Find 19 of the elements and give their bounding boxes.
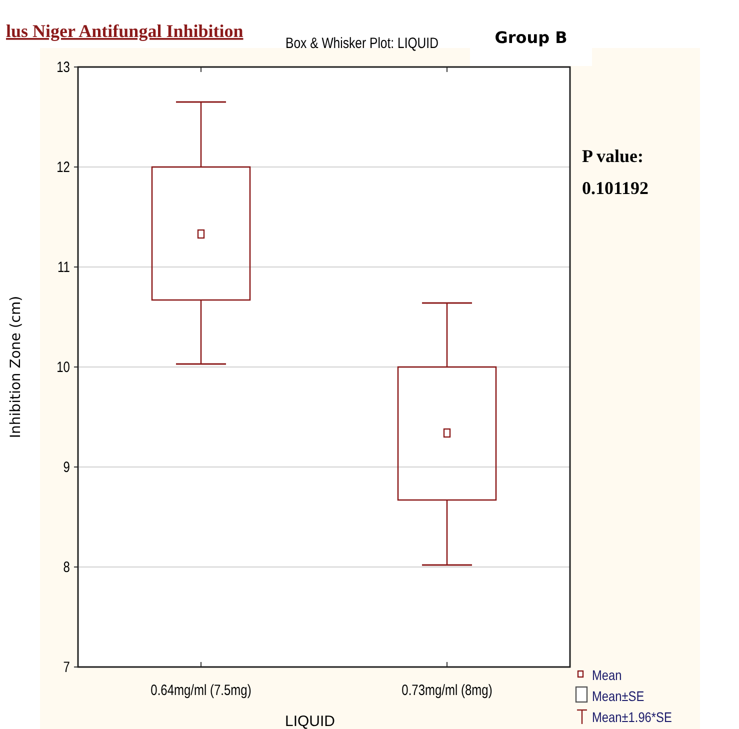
text: Mean±SE	[592, 688, 644, 704]
y-tick-label: 12	[56, 159, 70, 176]
y-tick-label: 7	[63, 659, 70, 676]
y-tick-label: 8	[63, 559, 70, 576]
chart-subtitle: Box & Whisker Plot: LIQUID	[286, 34, 439, 52]
text: P value:	[582, 146, 644, 166]
x-tick-label: 0.64mg/ml (7.5mg)	[150, 682, 252, 698]
y-axis-title: Inhibition Zone (cm)	[8, 296, 24, 438]
y-tick-label: 13	[56, 59, 70, 76]
chart-title: lus Niger Antifungal Inhibition	[6, 21, 244, 41]
text: 0.101192	[582, 178, 649, 198]
y-tick-label: 11	[58, 259, 70, 276]
x-tick-label: 0.73mg/ml (8mg)	[402, 682, 492, 698]
text: Group B	[494, 28, 568, 47]
y-tick-label: 9	[63, 459, 70, 476]
y-tick-label: 10	[56, 359, 70, 376]
text: Mean	[592, 667, 622, 684]
text: Mean±1.96*SE	[592, 709, 672, 726]
x-axis-title: LIQUID	[284, 713, 336, 729]
